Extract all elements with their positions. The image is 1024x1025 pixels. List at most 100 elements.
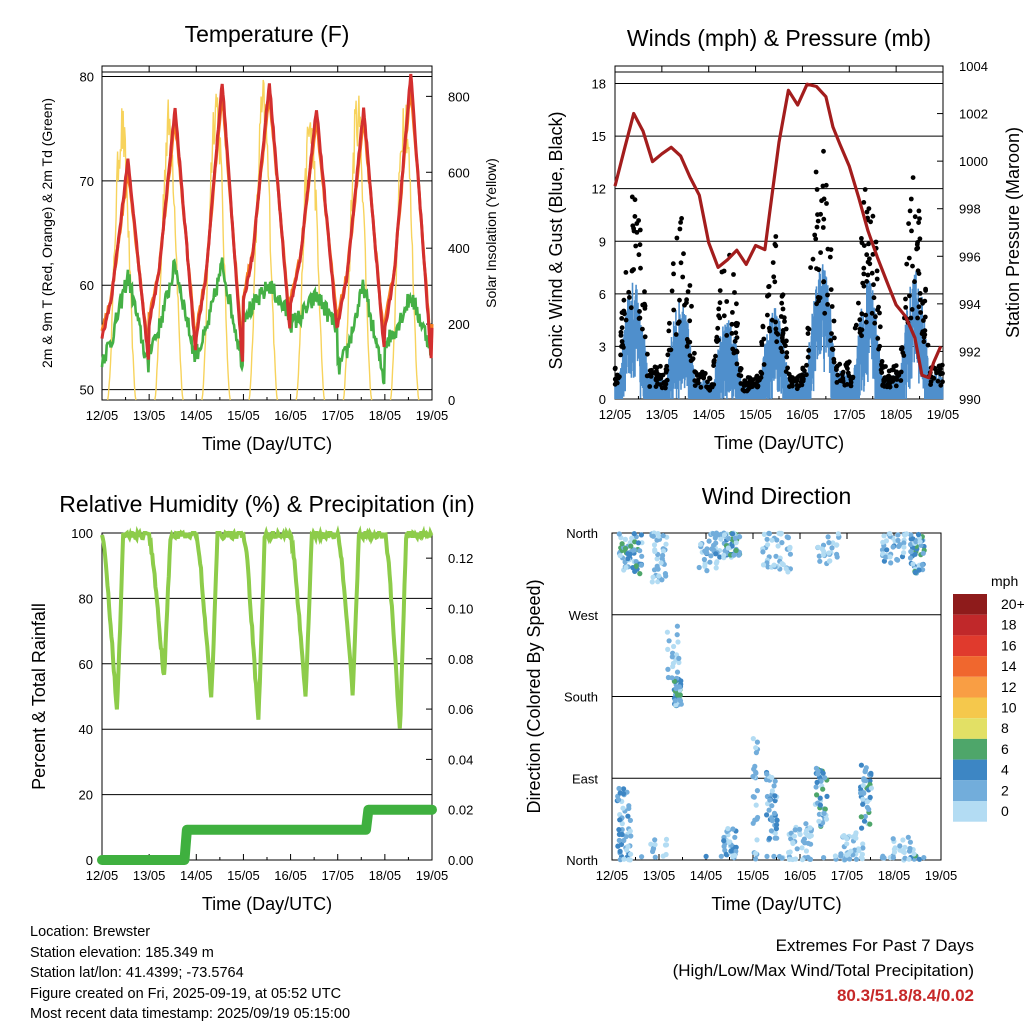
- gust-point: [812, 232, 818, 238]
- gust-point: [734, 335, 740, 340]
- gust-point: [621, 297, 627, 303]
- gust-point: [685, 289, 691, 294]
- direction-point: [635, 540, 642, 546]
- gust-point: [861, 200, 867, 205]
- direction-point: [815, 771, 821, 777]
- solar-insolation-line: [295, 122, 326, 401]
- direction-point: [674, 632, 680, 638]
- direction-point: [817, 795, 823, 801]
- gust-point: [684, 344, 690, 349]
- gust-point: [921, 339, 927, 345]
- direction-point: [674, 623, 681, 629]
- direction-point: [761, 531, 768, 538]
- x-axis-label: Time (Day/UTC): [202, 434, 332, 454]
- gust-point: [631, 226, 636, 231]
- direction-point: [621, 786, 627, 792]
- direction-point: [722, 847, 728, 854]
- direction-point: [821, 810, 827, 817]
- direction-point: [881, 533, 887, 539]
- direction-point: [792, 827, 798, 833]
- y-tick-label: 6: [599, 287, 606, 302]
- direction-point: [710, 531, 716, 537]
- direction-point: [754, 739, 761, 745]
- direction-point: [853, 856, 860, 862]
- gust-point: [680, 274, 686, 280]
- chart-title: Wind Direction: [702, 483, 852, 509]
- gust-point: [623, 317, 629, 323]
- gust-point: [893, 383, 899, 389]
- gust-point: [642, 303, 648, 309]
- y-tick-label: East: [572, 771, 598, 786]
- precipitation-line: [97, 804, 437, 865]
- gust-point: [732, 338, 738, 344]
- direction-point: [737, 534, 743, 540]
- gust-point: [919, 331, 925, 337]
- x-tick-label: 16/05: [274, 408, 307, 423]
- gust-point: [918, 297, 923, 303]
- gust-point: [707, 375, 712, 381]
- gust-point: [821, 216, 827, 222]
- direction-point: [824, 793, 830, 800]
- gust-point: [825, 292, 830, 298]
- gust-point: [773, 234, 779, 239]
- gust-point: [779, 300, 785, 306]
- gust-point: [717, 315, 723, 321]
- gust-point: [810, 256, 816, 262]
- x-tick-label: 18/05: [369, 868, 402, 883]
- direction-point: [830, 540, 836, 546]
- x-tick-label: 15/05: [227, 868, 260, 883]
- direction-point: [652, 837, 658, 843]
- direction-point: [797, 826, 803, 832]
- gust-point: [804, 372, 809, 378]
- gust-point: [935, 378, 941, 384]
- gust-point: [912, 279, 917, 285]
- direction-point: [769, 774, 775, 781]
- direction-point: [753, 850, 759, 856]
- direction-point: [750, 820, 756, 826]
- gust-point: [861, 265, 867, 271]
- direction-point: [920, 550, 926, 556]
- x-tick-label: 18/05: [369, 408, 402, 423]
- direction-point: [890, 855, 897, 861]
- direction-point: [731, 552, 737, 558]
- extremes-subtitle: (High/Low/Max Wind/Total Precipitation): [672, 961, 974, 980]
- direction-point: [860, 801, 866, 807]
- gust-point: [759, 342, 765, 347]
- direction-point: [631, 531, 637, 537]
- gust-point: [783, 369, 789, 374]
- direction-point: [702, 548, 708, 554]
- direction-point: [879, 547, 886, 553]
- direction-point: [803, 821, 809, 827]
- x-tick-label: 15/05: [739, 407, 772, 422]
- direction-point: [617, 848, 623, 855]
- direction-point: [799, 845, 805, 851]
- direction-point: [622, 536, 629, 543]
- direction-point: [818, 778, 824, 784]
- gust-point: [859, 311, 865, 317]
- direction-point: [808, 833, 814, 839]
- x-tick-label: 19/05: [927, 407, 960, 422]
- gust-point: [745, 387, 751, 392]
- gust-point: [917, 291, 923, 296]
- direction-point: [862, 769, 868, 775]
- direction-point: [860, 845, 866, 851]
- x-tick-label: 17/05: [321, 868, 354, 883]
- gust-point: [921, 334, 927, 340]
- x-axis-label: Time (Day/UTC): [711, 894, 841, 914]
- gust-point: [917, 236, 923, 242]
- gust-point: [904, 261, 910, 267]
- gust-point: [627, 295, 632, 300]
- gust-point: [828, 287, 834, 292]
- gust-point: [661, 380, 667, 385]
- gust-point: [766, 284, 771, 290]
- direction-point: [813, 784, 819, 790]
- direction-point: [664, 629, 671, 635]
- direction-point: [850, 834, 856, 840]
- direction-point: [733, 547, 739, 554]
- direction-point: [623, 834, 629, 840]
- direction-point: [617, 553, 623, 559]
- direction-point: [760, 562, 767, 568]
- gust-point: [668, 347, 674, 353]
- direction-point: [868, 770, 874, 777]
- direction-point: [919, 562, 925, 568]
